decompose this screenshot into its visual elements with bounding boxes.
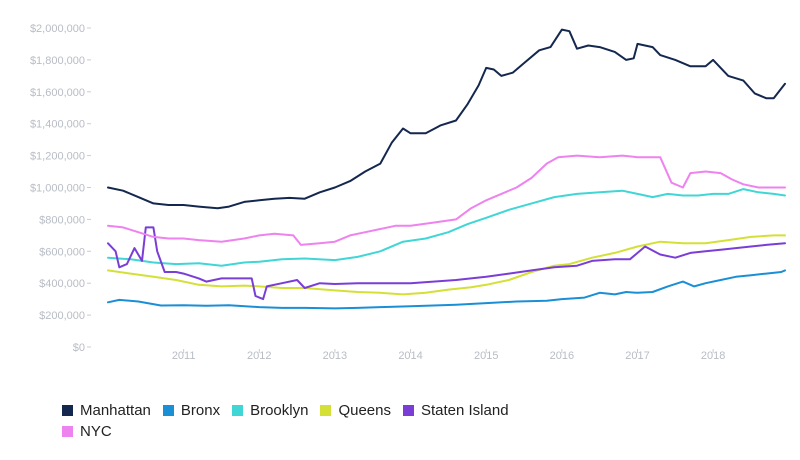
x-tick-label: 2014 <box>398 350 422 362</box>
y-axis: $0 $200,000 $400,000 $600,000 $800,000 $1,000… <box>30 23 91 354</box>
y-tick-label: $1,000,000 <box>30 183 85 195</box>
x-tick-label: 2011 <box>172 350 196 362</box>
x-tick-label: 2012 <box>247 350 271 362</box>
series-layer <box>107 28 786 310</box>
x-tick-label: 2013 <box>323 350 347 362</box>
legend-swatch <box>402 405 414 416</box>
y-tick-label: $1,600,000 <box>30 87 85 99</box>
x-tick-label: 2018 <box>701 350 725 362</box>
x-tick-label: 2015 <box>474 350 498 362</box>
legend-item-queens: Queens <box>320 402 391 419</box>
y-tick-label: $400,000 <box>39 278 85 290</box>
y-tick-label: $200,000 <box>39 310 85 322</box>
legend-swatch <box>320 405 332 416</box>
series-line-nyc <box>107 154 786 246</box>
y-tick-label: $800,000 <box>39 214 85 226</box>
legend-label: Staten Island <box>420 402 509 419</box>
y-tick-label: $1,400,000 <box>30 119 85 131</box>
legend-swatch <box>162 405 174 416</box>
x-tick-label: 2016 <box>550 350 574 362</box>
y-tick-label: $0 <box>73 342 85 354</box>
legend-label: Queens <box>338 402 391 419</box>
series-line-bronx <box>107 269 786 310</box>
legend-swatch <box>232 405 244 416</box>
legend-swatch <box>62 405 73 416</box>
legend-item-bronx: Bronx <box>162 402 221 419</box>
series-line-manhattan <box>107 28 786 210</box>
x-tick-label: 2017 <box>625 350 649 362</box>
series-line-queens <box>107 234 786 296</box>
y-tick-label: $2,000,000 <box>30 23 85 35</box>
x-axis: 2011 2012 2013 2014 2015 2016 2017 2018 <box>172 349 725 362</box>
y-tick-label: $1,200,000 <box>30 151 85 163</box>
series-line-brooklyn <box>107 188 786 267</box>
legend-label: Brooklyn <box>250 402 309 419</box>
legend-item-staten-island: Staten Island <box>402 402 509 419</box>
y-tick-label: $600,000 <box>39 246 85 258</box>
line-chart: $0 $200,000 $400,000 $600,000 $800,000 $1,000… <box>30 23 786 362</box>
legend: Manhattan Bronx Brooklyn Queens Staten Islan… <box>62 402 562 440</box>
legend-item-nyc: NYC <box>62 423 112 440</box>
legend-swatch <box>62 426 73 437</box>
legend-item-brooklyn: Brooklyn <box>232 402 308 419</box>
series-line-staten-island <box>107 226 786 301</box>
legend-label: NYC <box>80 423 112 440</box>
legend-item-manhattan: Manhattan <box>62 402 151 419</box>
legend-label: Manhattan <box>80 402 151 419</box>
legend-label: Bronx <box>180 402 221 419</box>
y-tick-label: $1,800,000 <box>30 55 85 67</box>
